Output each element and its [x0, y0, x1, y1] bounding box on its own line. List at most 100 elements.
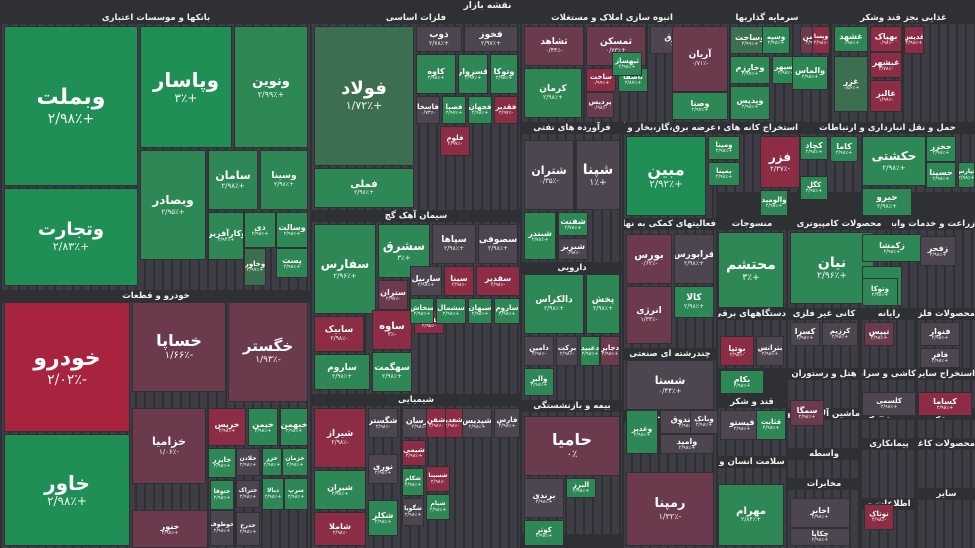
stock-tile-chakab[interactable]: چکاپا +۲/۹۸٪ — [790, 528, 850, 546]
stock-tile-shapna[interactable]: شپنا +۱٪ — [576, 140, 620, 210]
stock-tile-fakhooz[interactable]: فخوز +۲/۹۷٪ — [464, 26, 518, 52]
stock-tile-vsina[interactable]: وسینا +۲/۹۸٪ — [260, 150, 308, 210]
stock-tile-ghdas[interactable]: غدیس +۲/۹۸٪ — [904, 26, 924, 54]
stock-tile-shotran[interactable]: شتران -۰/۳۵٪ — [524, 140, 574, 210]
stock-tile-sharan[interactable]: شیران +۲/۹۸٪ — [314, 470, 366, 510]
stock-tile-pakhsh[interactable]: پخش +۲/۹۸٪ — [586, 274, 620, 334]
stock-tile-faraboor[interactable]: فرابورس +۲/۹۸٪ — [674, 234, 714, 284]
stock-tile-chemshiraz[interactable]: شیراز -۲/۹۸٪ — [314, 408, 366, 468]
stock-tile-vtkhab[interactable]: وتوکا +۲/۹۸٪ — [862, 278, 898, 306]
stock-tile-sghab[interactable]: سخاش +۲/۹۸٪ — [410, 298, 434, 324]
stock-tile-sesufi[interactable]: سصوفی +۲/۹۸٪ — [478, 224, 518, 264]
stock-tile-kheym[interactable]: خیمن +۲/۹۸٪ — [248, 408, 278, 446]
stock-tile-zfajr[interactable]: زفجر +۲/۹۸٪ — [920, 236, 956, 266]
stock-tile-vnovin[interactable]: ونوین +۲/۹۹٪ — [234, 26, 308, 148]
stock-tile-khzamia[interactable]: خزامیا -۱/۰۶٪ — [132, 408, 206, 484]
stock-tile-tbahar[interactable]: ثبهساز +۲/۹۸٪ — [612, 52, 642, 76]
stock-tile-vsina2[interactable]: وصنا +۲/۹۷٪ — [672, 92, 728, 120]
stock-tile-sarom[interactable]: ساروم +۲/۹۸٪ — [314, 354, 370, 390]
stock-tile-nuri[interactable]: نوری +۲/۹۸٪ — [368, 454, 398, 484]
stock-tile-faskha[interactable]: فاسخا -۰/۷۳٪ — [416, 96, 440, 124]
stock-tile-kama[interactable]: کاما +۲/۹۸٪ — [830, 136, 858, 162]
stock-tile-kharzz[interactable]: کرزیم +۲/۹۸٪ — [822, 322, 858, 346]
stock-tile-vlabar[interactable]: والبر +۲/۹۸٪ — [524, 368, 554, 396]
stock-tile-fameli[interactable]: فملی +۲/۹۸٪ — [314, 168, 414, 208]
stock-tile-boyma[interactable]: بوتیا -۲/۹۸٪ — [720, 336, 754, 366]
stock-tile-shafan[interactable]: شفنت +۲/۷۸٪ — [558, 212, 588, 236]
stock-tile-ghanat[interactable]: قثابت +۲/۹۸٪ — [756, 410, 786, 440]
stock-tile-ariyan[interactable]: آریان -۰/۷۱٪ — [672, 26, 728, 92]
stock-tile-khtrac[interactable]: ختراک +۲/۹۸٪ — [236, 480, 260, 508]
stock-tile-damin[interactable]: دامین -۲/۹۸٪ — [524, 336, 554, 366]
stock-tile-ghzar[interactable]: غزر +۰/۵۶٪ — [834, 56, 868, 112]
stock-tile-khzar[interactable]: خزر +۲/۹۸٪ — [262, 448, 282, 476]
stock-tile-starran[interactable]: ستران -۲/۹۷٪ — [378, 280, 408, 310]
stock-tile-kerosa[interactable]: کسرا +۲/۹۸٪ — [790, 322, 820, 346]
stock-tile-vamid[interactable]: وامید +۲/۹۸٪ — [660, 434, 714, 454]
stock-tile-fesa[interactable]: فصبا +۲/۹۷٪ — [442, 96, 466, 124]
stock-tile-nyan[interactable]: نیان +۲/۹۶٪ — [790, 232, 874, 304]
stock-tile-sshoml[interactable]: سشمال +۲/۹۸٪ — [436, 298, 466, 324]
stock-tile-shkam[interactable]: شکام +۲/۹۸٪ — [402, 468, 424, 496]
stock-tile-sabik[interactable]: سابیک -۲/۹۸٪ — [314, 316, 364, 352]
stock-tile-farsh[interactable]: فارس +۲/۹۸٪ — [494, 408, 520, 438]
stock-tile-saman[interactable]: سامان +۲/۹۸٪ — [208, 150, 258, 210]
stock-tile-khabar[interactable]: خابزر +۲/۹۸٪ — [208, 448, 236, 478]
stock-tile-heyroo[interactable]: حیرو +۲/۹۸٪ — [862, 188, 912, 216]
stock-tile-pardis[interactable]: پردیس -۰/۹۸٪ — [586, 92, 614, 118]
stock-tile-kgol[interactable]: کگل +۲/۹۸٪ — [800, 176, 828, 200]
stock-tile-bagdhi[interactable]: بزندی +۲/۹۸٪ — [524, 478, 564, 518]
stock-tile-vkarafarin[interactable]: وکارآفرین+۲/۹۴٪ — [208, 212, 244, 260]
stock-tile-fanvar[interactable]: فنوار +۲/۹۸٪ — [920, 322, 960, 346]
stock-tile-vtejarat[interactable]: وتجارت +۲/۸۳٪ — [4, 188, 138, 286]
stock-tile-kholadin[interactable]: خلادن +۲/۹۸٪ — [236, 448, 260, 476]
stock-tile-khsapa[interactable]: خساپا -۱/۶۶٪ — [132, 302, 226, 392]
stock-tile-khodro[interactable]: خودرو -۲/۰۲٪ — [4, 302, 130, 432]
stock-tile-vkhavar[interactable]: وخاور +۲/۹۷٪ — [244, 248, 266, 286]
stock-tile-boors[interactable]: بورس -۰/۶۲٪ — [626, 234, 672, 284]
stock-tile-vpas[interactable]: وپسا -۲/۹۸٪ — [812, 26, 830, 54]
stock-tile-sfeman[interactable]: سمگا +۲/۹۸٪ — [790, 400, 824, 426]
stock-tile-sharkat[interactable]: سهگمت +۲/۹۸٪ — [372, 352, 412, 392]
stock-tile-sava[interactable]: ساوه -۳٪ — [372, 310, 412, 350]
stock-tile-shiam[interactable]: شیام +۲/۹۸٪ — [426, 494, 450, 520]
stock-tile-foolad[interactable]: فولاد +۱/۷۲٪ — [314, 26, 414, 166]
stock-tile-shpadis[interactable]: شپدیس +۲/۹۸٪ — [462, 408, 492, 438]
stock-tile-fazar[interactable]: فزر -۲/۳۷٪ — [760, 136, 800, 188]
stock-tile-sarbil[interactable]: ساربیل +۲/۹۸٪ — [410, 266, 442, 296]
stock-tile-vkharazm[interactable]: وخارزم +۲/۹۷٪ — [730, 56, 770, 84]
stock-tile-khoros[interactable]: خنور +۲/۹۸٪ — [132, 510, 208, 548]
stock-tile-vpasar[interactable]: وپاسار +۳٪ — [140, 26, 232, 148]
stock-tile-bsoft[interactable]: بترانس +۲/۹۸٪ — [756, 336, 784, 366]
stock-tile-mahram[interactable]: مهرام +۲/۸۴٪ — [718, 484, 784, 546]
stock-tile-vmapna[interactable]: ومپنا +۲/۹۸٪ — [708, 136, 740, 160]
stock-tile-bmapna[interactable]: بمپنا +۲/۹۸٪ — [708, 162, 740, 186]
stock-tile-hasina[interactable]: حسینا +۲/۹۸٪ — [926, 162, 956, 188]
stock-tile-ksama[interactable]: کساما +۲/۹۸٪ — [918, 392, 972, 416]
stock-tile-bahpak[interactable]: بهپاک -۰/۹۸٪ — [870, 26, 902, 52]
stock-tile-anzali[interactable]: انرژی -۱/۳۳٪ — [626, 286, 672, 344]
stock-tile-noghad[interactable]: نوتاک -۲/۹۸٪ — [864, 504, 894, 530]
stock-tile-kala[interactable]: کالا +۲/۹۸٪ — [674, 286, 714, 318]
stock-tile-barkat[interactable]: برکت -۲/۹۸٪ — [556, 336, 578, 366]
stock-tile-dajaber[interactable]: دجابر +۲/۹۸٪ — [600, 336, 620, 366]
stock-tile-shsina[interactable]: شسینا -۲/۹۸٪ — [426, 466, 450, 492]
stock-tile-shbriz[interactable]: شبریز -۰/۹۸٪ — [558, 238, 588, 260]
stock-tile-sqadar[interactable]: سقدیر -۲/۹۸٪ — [476, 266, 520, 296]
stock-tile-vlmid[interactable]: والومید +۲/۹۸٪ — [760, 190, 788, 216]
stock-tile-hamyia[interactable]: حامیا ۰٪ — [524, 416, 620, 476]
stock-tile-khtogh[interactable]: ختوقا +۲/۹۸٪ — [210, 480, 234, 510]
stock-tile-dbirooz[interactable]: سرپ +۲/۹۸٪ — [284, 478, 308, 510]
stock-tile-alborz[interactable]: البرز +۲/۹۸٪ — [566, 478, 596, 498]
stock-tile-akhabar[interactable]: اخابر +۲/۹۸٪ — [790, 498, 850, 528]
stock-tile-pardys2[interactable]: وپدیس +۲/۹۸٪ — [730, 86, 770, 120]
stock-tile-post[interactable]: پست +۲/۹۸٪ — [276, 248, 308, 278]
stock-tile-shista[interactable]: شستا +۰/۴۴٪ — [626, 360, 714, 410]
stock-tile-khgostar[interactable]: خگستر -۱/۹۳٪ — [228, 302, 308, 402]
stock-tile-vsdom[interactable]: وغدیر +۲/۹۸٪ — [626, 410, 658, 454]
stock-tile-sardarom[interactable]: ساروم +۲/۹۸٪ — [494, 298, 520, 324]
stock-tile-sepaha[interactable]: سپاها +۲/۹۸٪ — [432, 224, 476, 264]
stock-tile-shamla[interactable]: شاملا -۲/۹۸٪ — [314, 512, 366, 546]
stock-tile-ghbohar[interactable]: غبشهر -۲/۷۸٪ — [870, 52, 902, 78]
stock-tile-hakshti[interactable]: حکشتی +۲/۹۸٪ — [862, 136, 926, 186]
